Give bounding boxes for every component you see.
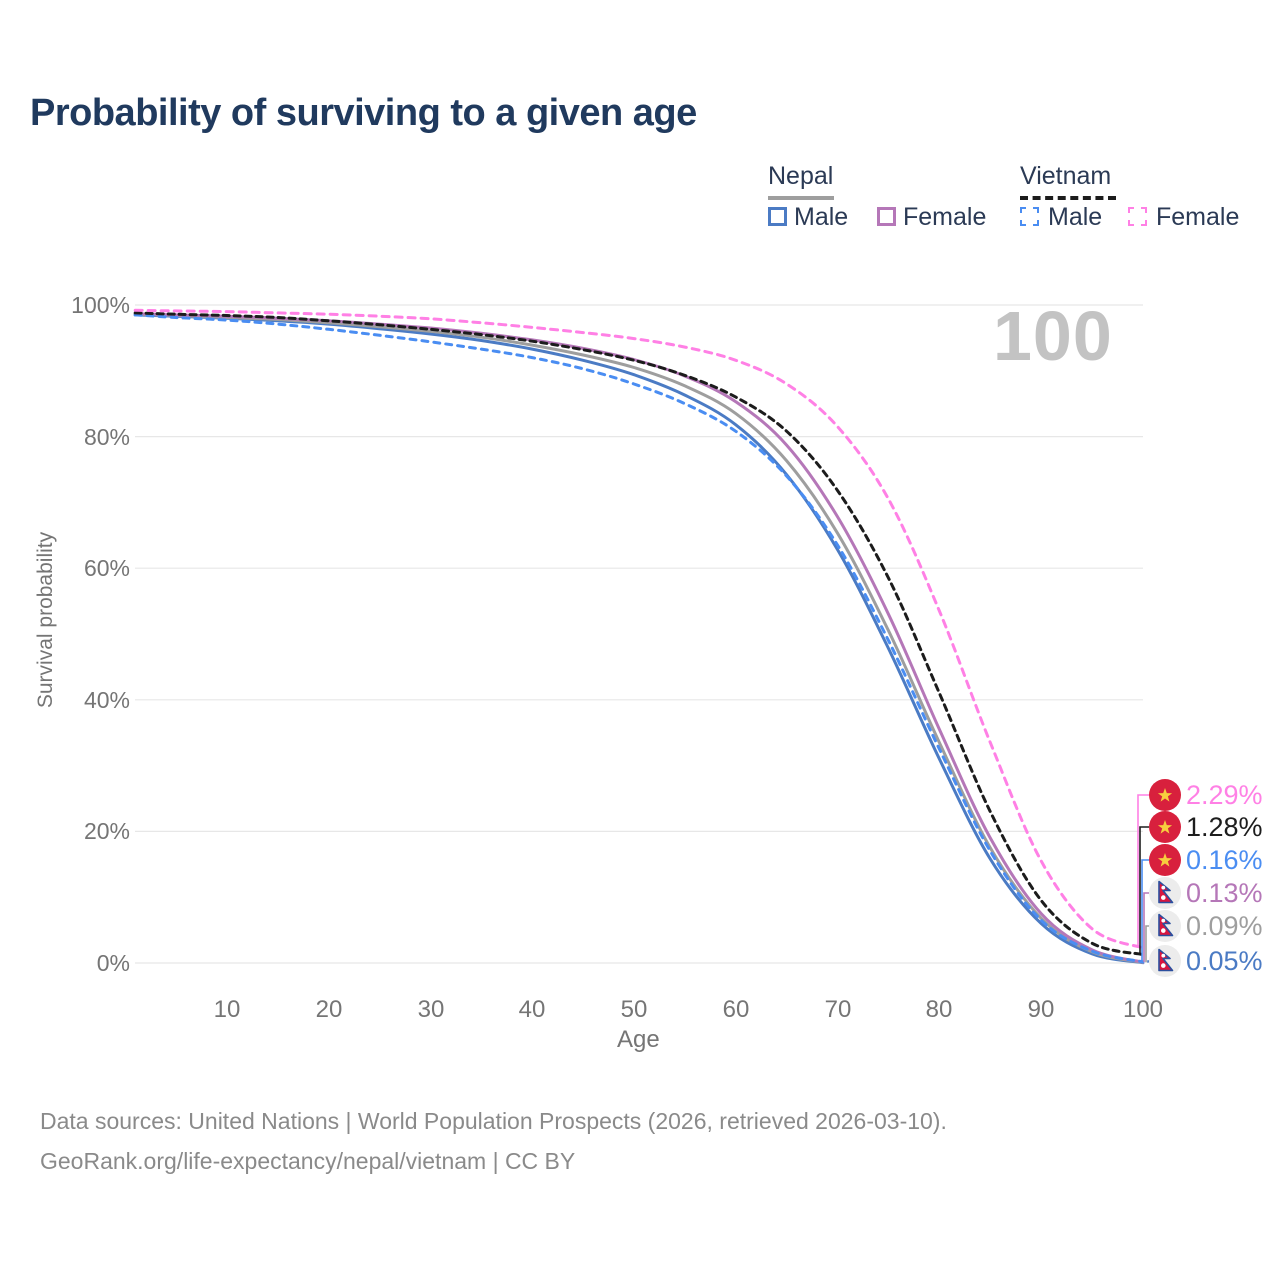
legend-label-nepal-male[interactable]: Male [794,203,849,231]
x-tick-10: 10 [213,996,241,1023]
end-label-vietnam-both: 1.28% [1149,811,1263,843]
vietnam-flag-icon [1149,844,1181,876]
end-value: 0.16% [1186,845,1263,875]
end-label-nepal-female: 0.13% [1149,877,1263,909]
end-label-vietnam-female: 2.29% [1149,779,1263,811]
nepal-flag-icon [1149,877,1181,909]
legend-nepal-line-sample [768,196,834,200]
nepal-flag-icon [1149,910,1181,942]
curve-vietnam-female[interactable] [133,308,1145,950]
legend-label-vietnam-female[interactable]: Female [1156,203,1240,231]
y-tick-40: 40% [83,687,130,713]
x-tick-90: 90 [1027,996,1055,1023]
curve-nepal-female[interactable] [133,312,1145,964]
y-tick-60: 60% [83,555,130,581]
end-value: 0.13% [1186,878,1263,908]
end-value: 0.05% [1186,946,1263,976]
x-tick-60: 60 [722,996,750,1023]
x-tick-80: 80 [925,996,953,1023]
end-label-connector-nepal-male [1147,960,1149,963]
x-axis-title: Age [617,1026,660,1053]
curve-vietnam[interactable] [133,311,1145,957]
end-label-connector-vietnam-female [1137,794,1149,948]
data-sources-line: Data sources: United Nations | World Pop… [40,1108,947,1134]
y-tick-20: 20% [83,818,130,844]
legend-group-nepal-label: Nepal [768,162,834,190]
attribution-line: GeoRank.org/life-expectancy/nepal/vietna… [40,1148,576,1174]
x-tick-50: 50 [620,996,648,1023]
end-label-connector-vietnam-male [1141,859,1149,962]
curve-nepal[interactable] [133,312,1145,964]
x-tick-70: 70 [824,996,852,1023]
end-label-vietnam-male: 0.16% [1149,844,1263,876]
end-value: 2.29% [1186,780,1263,810]
vietnam-flag-icon [1149,779,1181,811]
y-tick-80: 80% [83,424,130,450]
x-tick-20: 20 [315,996,343,1023]
end-label-connector-nepal [1145,925,1149,963]
curve-vietnam-male[interactable] [133,313,1145,964]
legend-label-vietnam-male[interactable]: Male [1048,203,1103,231]
end-label-connector-nepal-female [1143,892,1149,963]
end-label-connector-vietnam [1139,826,1149,955]
y-tick-0: 0% [96,950,130,976]
legend-swatch-nepal-female[interactable] [877,207,896,226]
legend-swatch-vietnam-male[interactable] [1020,207,1039,226]
x-tick-100: 100 [1122,996,1164,1023]
x-tick-30: 30 [417,996,445,1023]
legend-group-vietnam-label: Vietnam [1020,162,1112,190]
legend-label-nepal-female[interactable]: Female [903,203,987,231]
curve-nepal-male[interactable] [133,313,1145,965]
legend-swatch-nepal-male[interactable] [768,207,787,226]
end-value: 0.09% [1186,911,1263,941]
page-title: Probability of surviving to a given age [30,92,697,134]
legend-swatch-vietnam-female[interactable] [1128,207,1147,226]
nepal-flag-icon [1149,945,1181,977]
vietnam-flag-icon [1149,811,1181,843]
end-label-nepal-both: 0.09% [1149,910,1263,942]
x-tick-40: 40 [518,996,546,1023]
legend-vietnam-line-sample [1020,196,1116,200]
end-value: 1.28% [1186,812,1263,842]
y-tick-100: 100% [71,292,130,318]
age-watermark: 100 [993,297,1113,375]
end-label-nepal-male: 0.05% [1149,945,1263,977]
